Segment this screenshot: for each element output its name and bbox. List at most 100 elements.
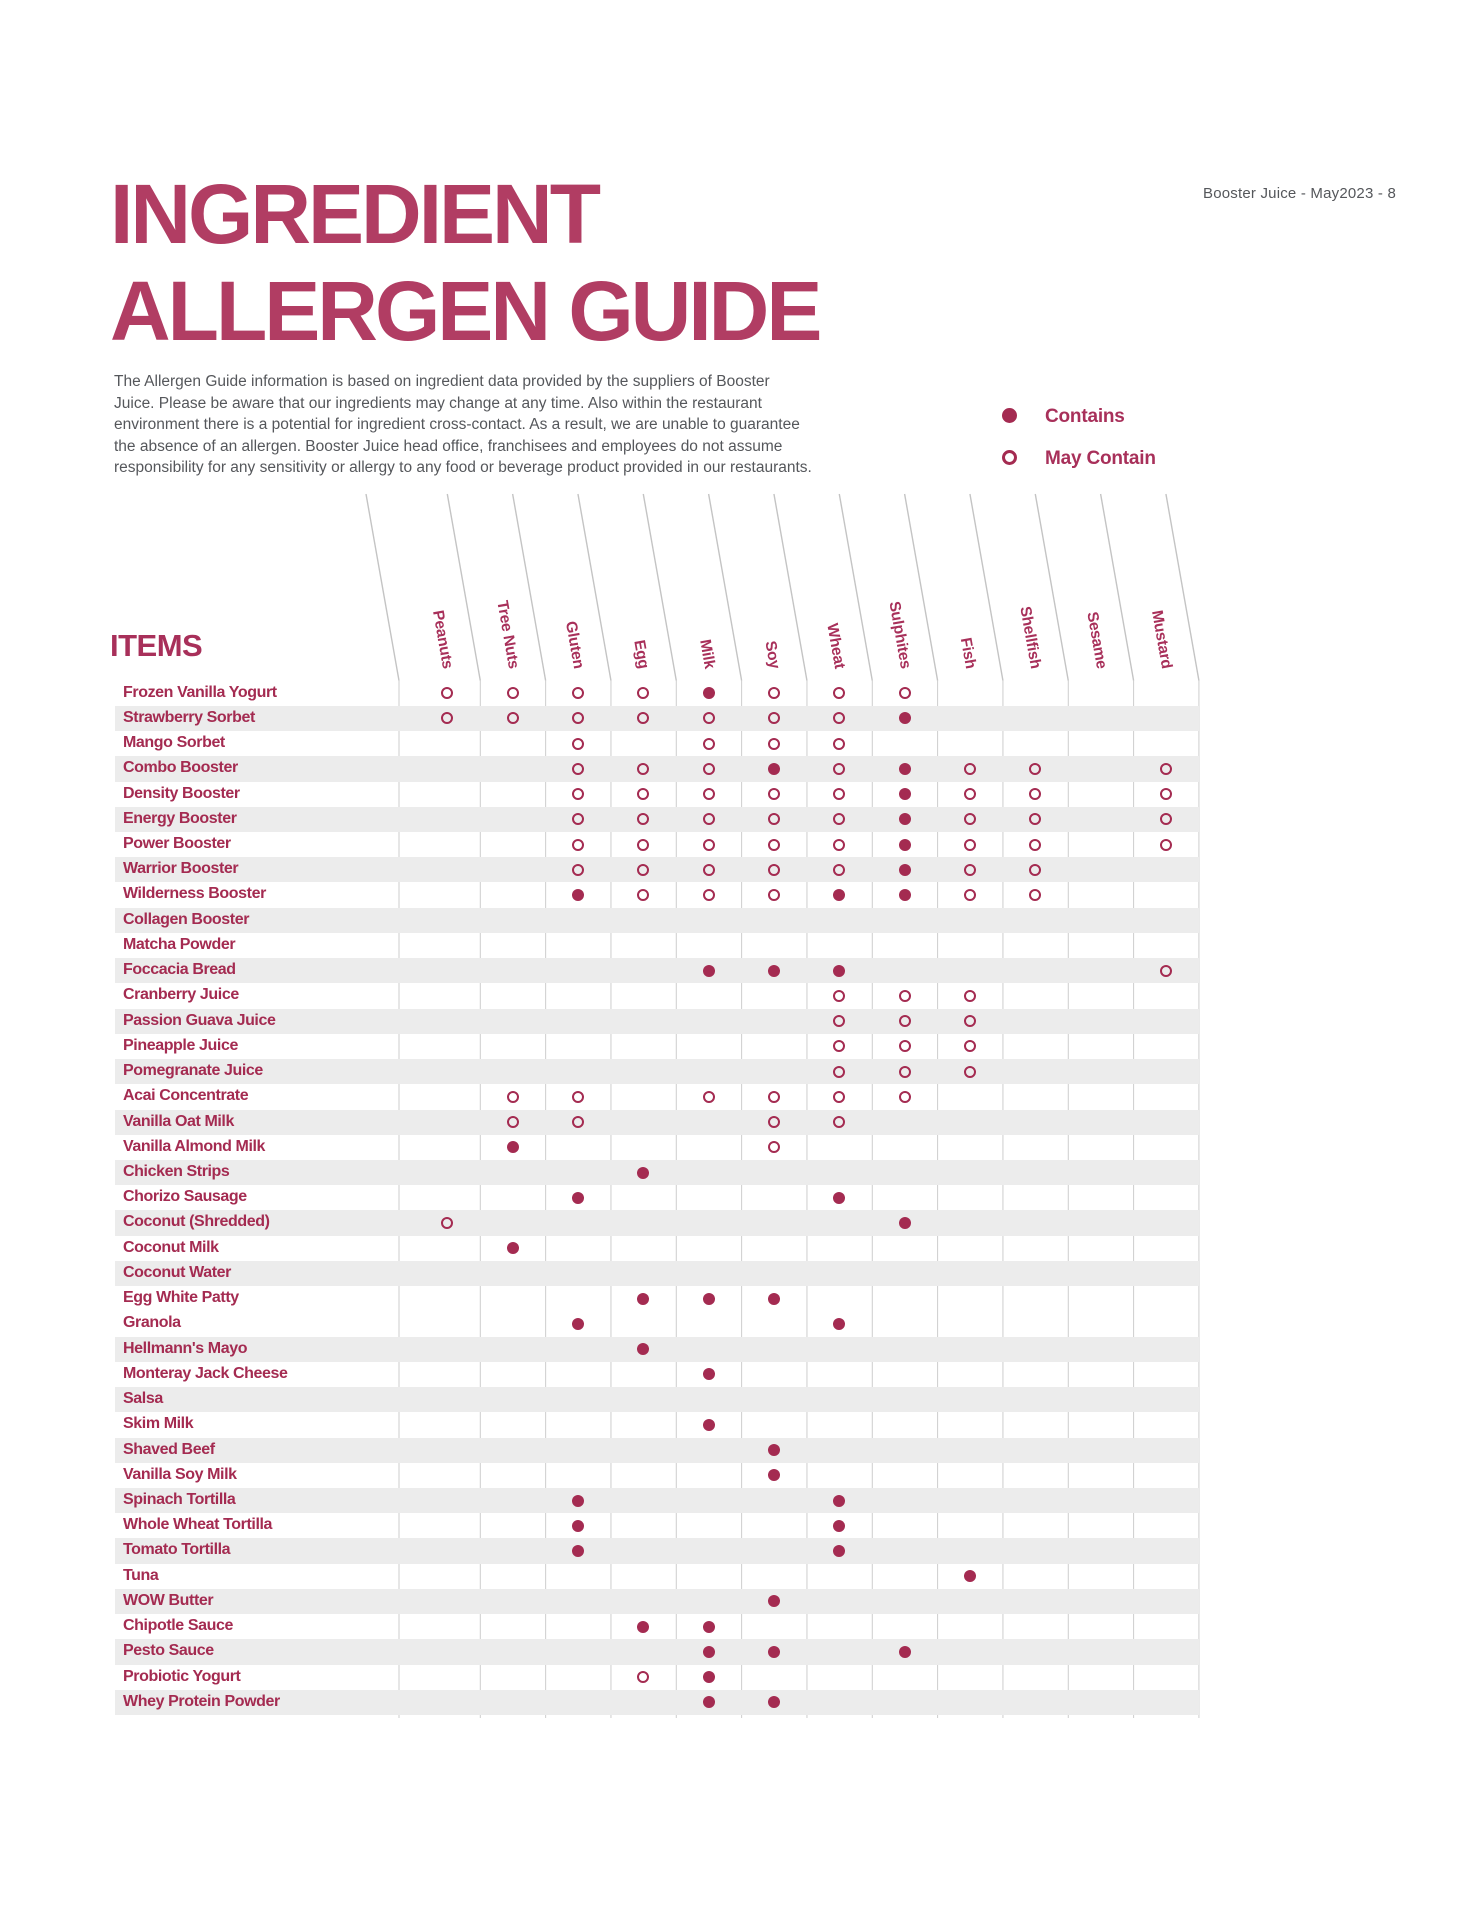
may-contain-mark: [506, 712, 519, 725]
may-contain-mark: [1029, 838, 1042, 851]
contains-mark: [572, 1191, 585, 1204]
page-reference: Booster Juice - May2023 - 8: [1203, 185, 1396, 202]
contains-mark: [768, 762, 781, 775]
table-row: Mango Sorbet: [115, 731, 1199, 756]
may-contain-mark: [572, 712, 585, 725]
page-title: INGREDIENT ALLERGEN GUIDE: [110, 166, 822, 360]
contains-mark: [702, 1418, 715, 1431]
item-name: Acai Concentrate: [123, 1087, 249, 1105]
item-name: Granola: [123, 1314, 181, 1332]
item-name: WOW Butter: [123, 1591, 214, 1609]
item-name: Cranberry Juice: [123, 986, 239, 1004]
table-row: Granola: [115, 1311, 1199, 1336]
table-row: Power Booster: [115, 832, 1199, 857]
item-name: Hellmann's Mayo: [123, 1339, 248, 1357]
may-contain-label: May Contain: [1045, 448, 1156, 469]
item-name: Frozen Vanilla Yogurt: [123, 683, 277, 701]
may-contain-mark: [1160, 788, 1173, 801]
contains-mark: [572, 1545, 585, 1557]
column-header-egg: Egg: [630, 638, 653, 670]
may-contain-mark: [637, 788, 650, 801]
column-header-gluten: Gluten: [561, 619, 588, 670]
contains-mark: [637, 1620, 650, 1633]
may-contain-mark: [833, 838, 846, 851]
may-contain-mark: [637, 863, 650, 876]
may-contain-mark: [964, 1015, 977, 1028]
may-contain-mark: [964, 813, 977, 826]
may-contain-mark: [833, 1116, 846, 1129]
may-contain-mark: [637, 712, 650, 725]
item-name: Mango Sorbet: [123, 734, 225, 752]
may-contain-mark: [964, 788, 977, 801]
contains-mark: [898, 762, 911, 775]
may-contain-mark: [702, 863, 715, 876]
may-contain-mark: [1029, 788, 1042, 801]
may-contain-mark: [898, 687, 911, 700]
may-contain-mark: [1029, 889, 1042, 902]
table-row: Coconut Milk: [115, 1236, 1199, 1261]
items-column-header: ITEMS: [110, 628, 203, 663]
table-row: Vanilla Soy Milk: [115, 1463, 1199, 1488]
may-contain-mark: [702, 788, 715, 801]
item-name: Vanilla Soy Milk: [123, 1465, 237, 1483]
item-name: Salsa: [123, 1390, 163, 1408]
may-contain-mark: [572, 737, 585, 750]
may-contain-mark: [833, 687, 846, 700]
contains-mark: [898, 712, 911, 725]
may-contain-mark: [833, 712, 846, 725]
contains-mark: [506, 1242, 519, 1255]
may-contain-mark: [572, 762, 585, 775]
contains-mark: [637, 1166, 650, 1179]
legend-may-contain-row: May Contain: [1002, 446, 1262, 488]
column-header-sesame: Sesame: [1082, 610, 1110, 670]
contains-mark: [768, 1696, 781, 1709]
contains-mark: [702, 1292, 715, 1305]
item-name: Energy Booster: [123, 809, 237, 827]
item-name: Pesto Sauce: [123, 1642, 214, 1660]
may-contain-mark: [637, 687, 650, 700]
may-contain-mark: [1029, 813, 1042, 826]
table-row: Pesto Sauce: [115, 1639, 1199, 1665]
may-contain-mark: [768, 712, 781, 725]
table-row: Spinach Tortilla: [115, 1487, 1199, 1514]
may-contain-mark: [898, 1065, 911, 1078]
contains-mark: [637, 1292, 650, 1305]
contains-mark: [702, 1645, 715, 1658]
contains-mark: [702, 964, 715, 977]
table-row: Salsa: [115, 1387, 1199, 1413]
may-contain-mark: [572, 1090, 585, 1103]
contains-mark: [898, 788, 911, 801]
item-name: Chorizo Sausage: [123, 1188, 247, 1206]
item-name: Chipotle Sauce: [123, 1617, 233, 1635]
table-row: Probiotic Yogurt: [115, 1665, 1199, 1690]
page-title-line2: ALLERGEN GUIDE: [110, 264, 822, 358]
may-contain-mark: [637, 889, 650, 902]
table-row: Whey Protein Powder: [115, 1689, 1199, 1716]
contains-mark: [833, 1545, 846, 1557]
contains-mark: [833, 1494, 846, 1507]
contains-mark: [637, 1343, 650, 1356]
contains-mark: [898, 1645, 911, 1658]
may-contain-mark: [768, 1116, 781, 1129]
item-name: Egg White Patty: [123, 1289, 239, 1307]
contains-mark: [833, 1317, 846, 1330]
item-name: Skim Milk: [123, 1415, 194, 1433]
contains-mark: [898, 863, 911, 876]
contains-mark: [768, 1645, 781, 1658]
table-row: WOW Butter: [115, 1588, 1199, 1615]
contains-mark: [702, 1620, 715, 1633]
may-contain-mark: [1160, 838, 1173, 851]
table-row: Coconut Water: [115, 1260, 1199, 1287]
table-row: Pomegranate Juice: [115, 1059, 1199, 1085]
item-name: Foccacia Bread: [123, 961, 236, 979]
disclaimer-text: The Allergen Guide information is based …: [114, 373, 812, 476]
legend-contains-row: Contains: [1002, 404, 1262, 446]
may-contain-mark: [506, 1090, 519, 1103]
table-row: Foccacia Bread: [115, 958, 1199, 984]
may-contain-mark: [964, 838, 977, 851]
contains-mark: [964, 1570, 977, 1583]
table-row: Vanilla Almond Milk: [115, 1135, 1199, 1160]
item-name: Wilderness Booster: [123, 885, 266, 903]
may-contain-mark: [702, 813, 715, 826]
contains-mark: [833, 964, 846, 977]
